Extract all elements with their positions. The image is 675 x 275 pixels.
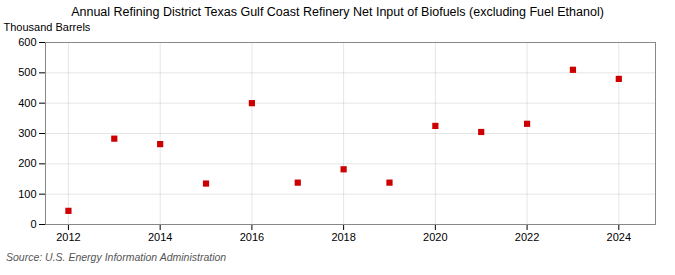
svg-text:2012: 2012 xyxy=(56,231,80,243)
svg-text:600: 600 xyxy=(18,36,36,48)
svg-text:300: 300 xyxy=(18,127,36,139)
svg-text:2022: 2022 xyxy=(515,231,539,243)
svg-text:2014: 2014 xyxy=(148,231,172,243)
html-text:Source: U.S. Energy Informatio: Source: U.S. Energy Information Administ… xyxy=(6,251,227,263)
svg-text:500: 500 xyxy=(18,66,36,78)
svg-text:200: 200 xyxy=(18,157,36,169)
html-text:Annual Refining District Texas: Annual Refining District Texas Gulf Coas… xyxy=(71,5,604,19)
svg-text:400: 400 xyxy=(18,97,36,109)
svg-text:Thousand Barrels: Thousand Barrels xyxy=(4,21,91,33)
svg-text:100: 100 xyxy=(18,188,36,200)
svg-text:0: 0 xyxy=(30,218,36,230)
svg-text:2020: 2020 xyxy=(423,231,447,243)
svg-text:2016: 2016 xyxy=(240,231,264,243)
svg-text:2018: 2018 xyxy=(331,231,355,243)
svg-text:2024: 2024 xyxy=(607,231,631,243)
